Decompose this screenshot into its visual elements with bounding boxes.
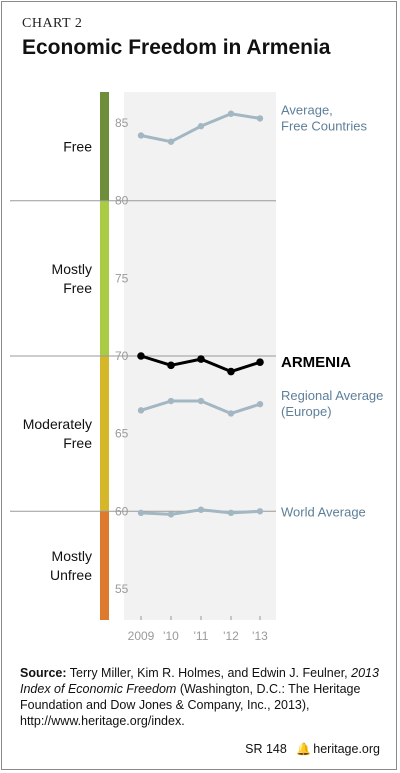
y-tick-label-6: 85: [115, 116, 129, 130]
series-point-1-3: [227, 367, 235, 376]
band-bar-0: [100, 92, 109, 201]
series-point-2-2: [197, 397, 205, 405]
band-label-1-0: Mostly: [52, 261, 92, 277]
report-id: SR 148: [245, 742, 287, 756]
series-point-3-0: [137, 509, 145, 517]
source-authors: Terry Miller, Kim R. Holmes, and Edwin J…: [69, 666, 348, 680]
band-label-0-0: Free: [63, 138, 92, 154]
x-tick-label-4: '13: [252, 629, 268, 643]
band-label-2-1: Free: [63, 435, 92, 451]
site-name: heritage.org: [313, 742, 380, 756]
band-bar-3: [100, 511, 109, 620]
y-tick-label-1: 60: [115, 504, 129, 518]
series-label-0-0: Average,: [281, 102, 333, 117]
series-point-3-4: [256, 508, 264, 515]
y-tick-label-3: 70: [115, 349, 129, 363]
liberty-bell-icon: 🔔: [296, 742, 312, 756]
series-point-2-0: [137, 407, 145, 414]
chart-title: Economic Freedom in Armenia: [22, 36, 331, 59]
x-tick-label-0: 2009: [128, 629, 155, 643]
series-point-2-4: [256, 400, 264, 408]
series-point-0-1: [167, 138, 175, 145]
y-tick-label-2: 65: [115, 427, 129, 441]
y-tick-label-4: 75: [115, 271, 129, 285]
source-book: 2013 Index of Economic Freedom: [20, 666, 379, 696]
y-tick-label-5: 80: [115, 194, 129, 208]
series-point-2-1: [167, 397, 175, 405]
series-point-0-3: [227, 110, 235, 117]
series-label-2-1: (Europe): [281, 404, 332, 419]
x-tick-label-1: '10: [163, 629, 179, 643]
x-tick-label-2: '11: [194, 629, 209, 643]
source-note: Source: Terry Miller, Kim R. Holmes, and…: [20, 665, 385, 729]
series-label-1-0: ARMENIA: [281, 354, 351, 371]
series-point-1-0: [137, 352, 145, 360]
footer: SR 148 🔔 heritage.org: [245, 742, 380, 756]
source-prefix: Source:: [20, 666, 67, 680]
series-point-1-4: [256, 358, 264, 367]
chart-number: CHART 2: [22, 16, 83, 31]
y-tick-label-0: 55: [115, 582, 129, 596]
band-label-3-1: Unfree: [50, 567, 92, 583]
series-point-3-3: [227, 509, 235, 517]
series-label-2-0: Regional Average: [281, 388, 383, 403]
series-point-2-3: [227, 410, 235, 417]
series-point-3-1: [167, 511, 175, 518]
series-label-3-0: World Average: [281, 504, 366, 519]
series-point-1-1: [167, 361, 175, 370]
x-tick-label-3: '12: [223, 629, 239, 643]
band-bar-1: [100, 200, 109, 356]
series-point-0-2: [197, 122, 205, 130]
band-bar-2: [100, 356, 109, 512]
band-label-1-1: Free: [63, 280, 92, 296]
series-point-1-2: [197, 355, 205, 363]
series-point-0-0: [137, 132, 145, 139]
series-point-3-2: [197, 506, 205, 513]
source-rest: (Washington, D.C.: The Heritage Foundati…: [20, 682, 361, 728]
band-label-2-0: Moderately: [23, 416, 92, 432]
series-label-0-1: Free Countries: [281, 118, 367, 133]
band-label-3-0: Mostly: [52, 548, 92, 564]
series-point-0-4: [256, 115, 264, 122]
